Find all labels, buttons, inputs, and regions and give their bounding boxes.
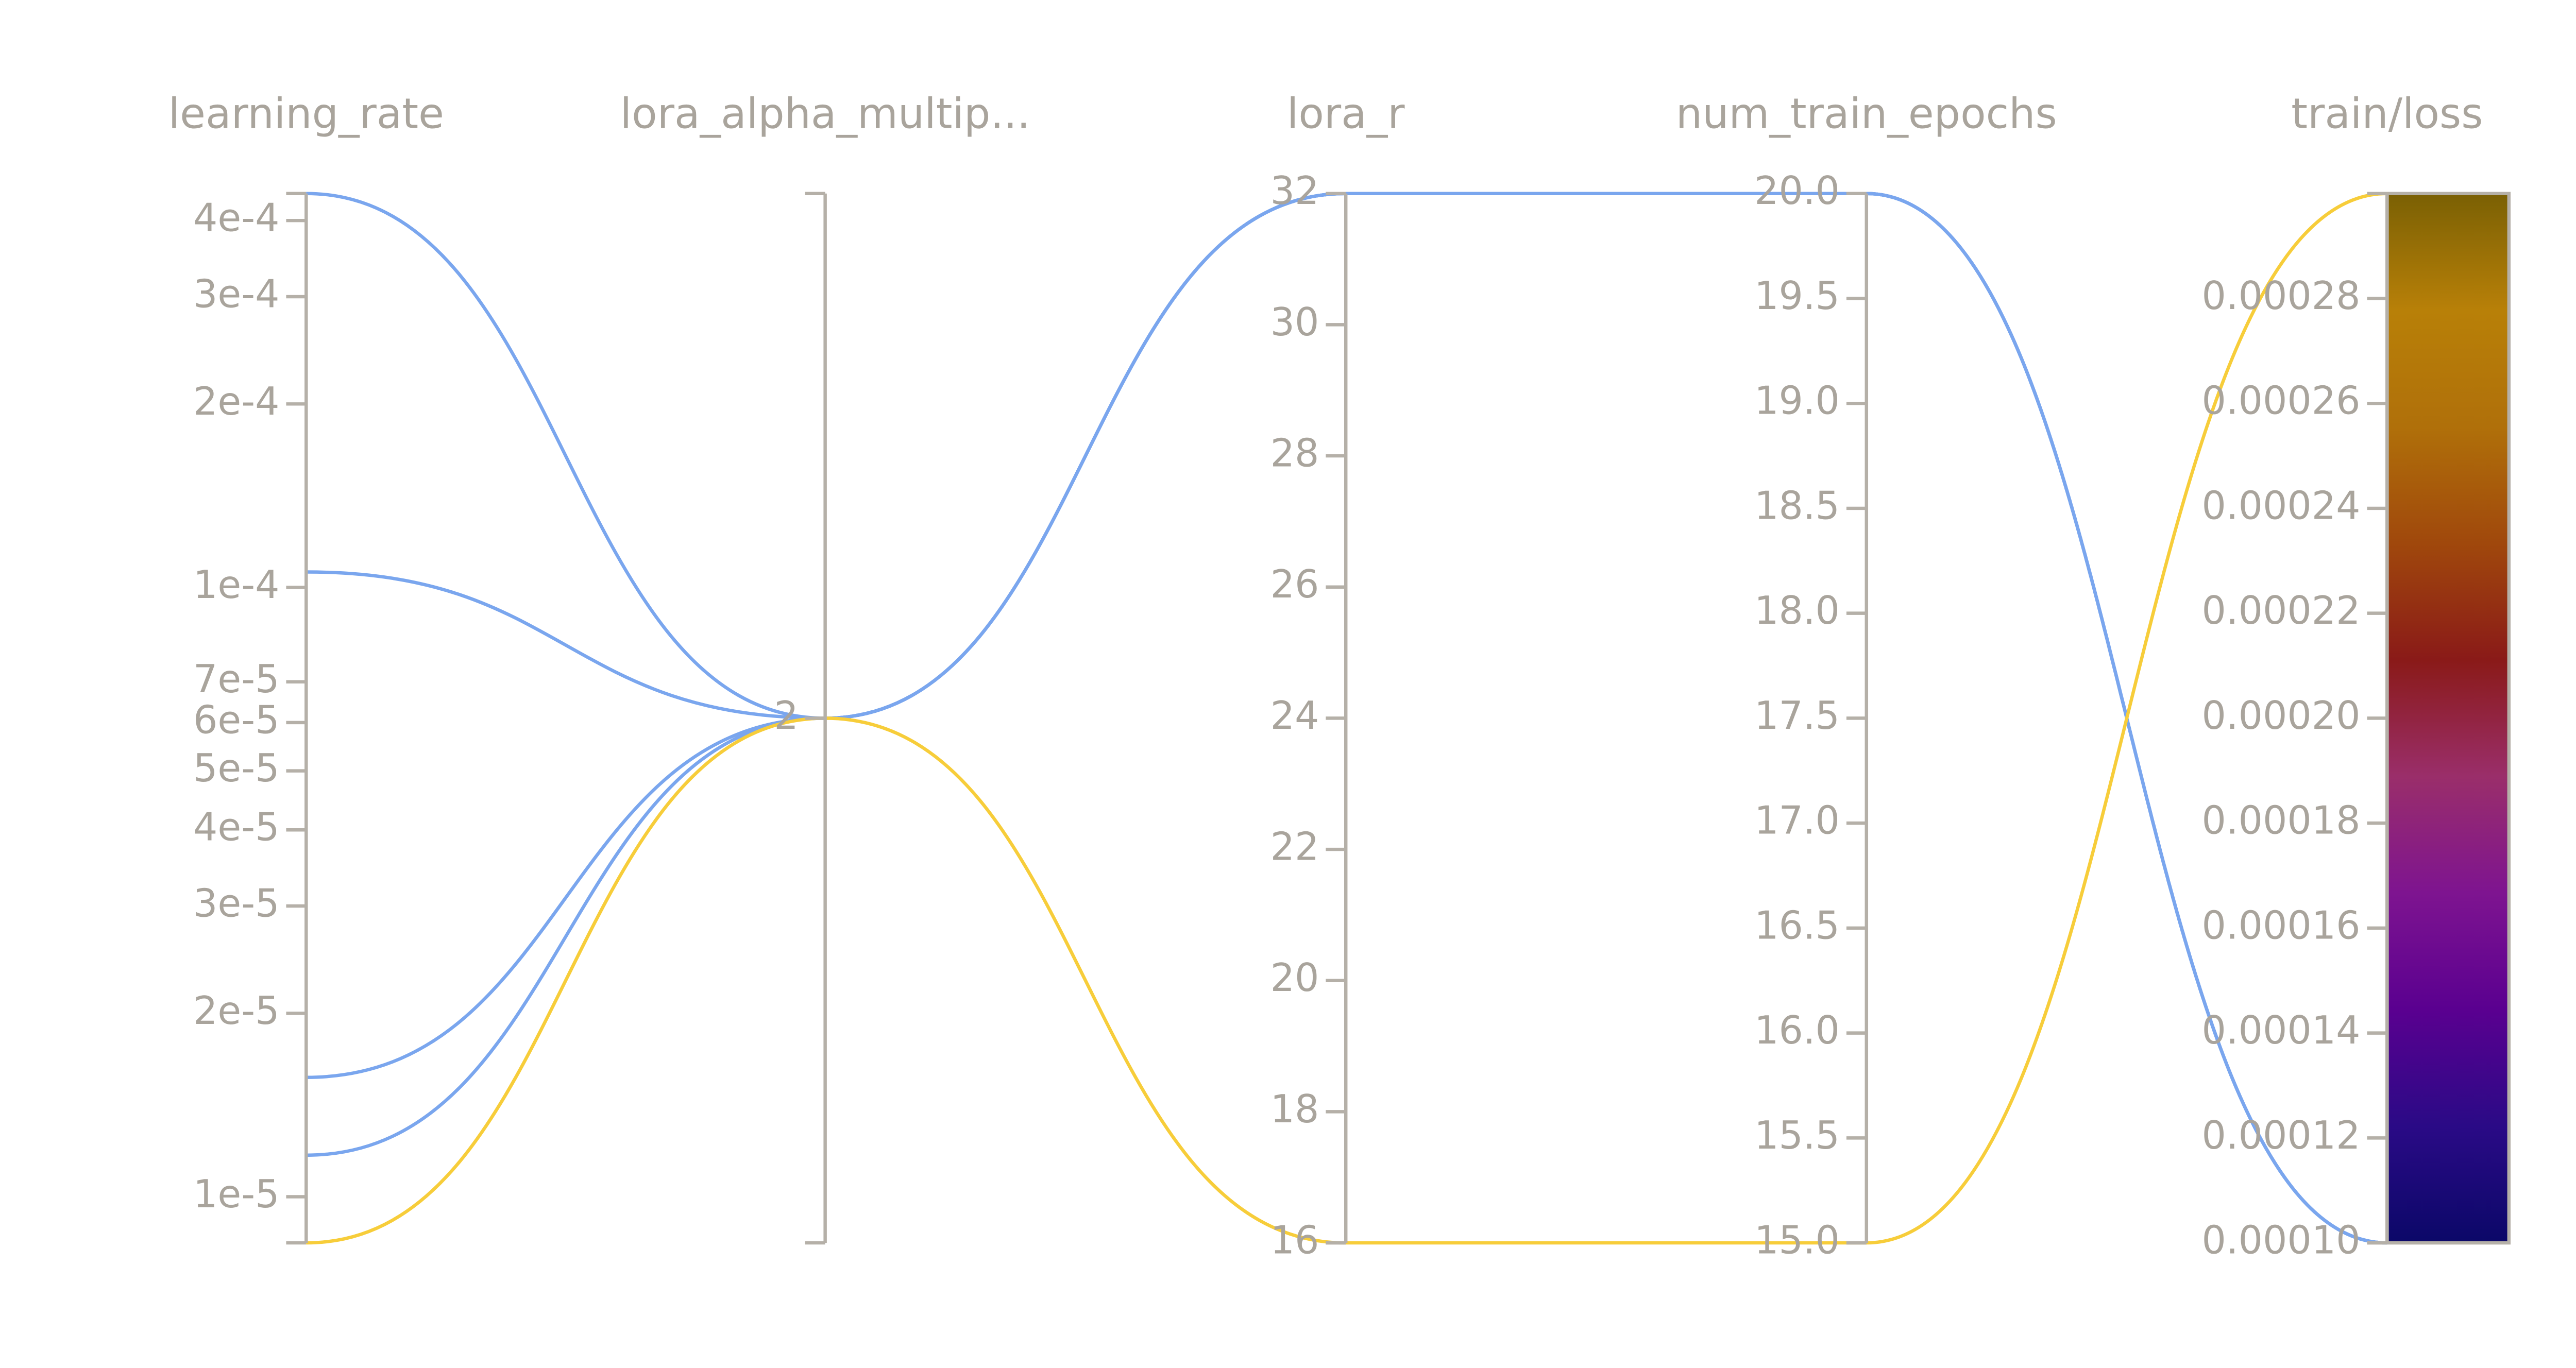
tick-label: 20.0	[1754, 168, 1840, 213]
tick-label: 18.5	[1754, 483, 1840, 528]
tick-label: 17.0	[1754, 798, 1840, 843]
axis-title: learning_rate	[168, 90, 444, 139]
axis-title: train/loss	[2291, 90, 2483, 139]
tick-label: 22	[1270, 825, 1319, 869]
tick-label: 15.5	[1754, 1113, 1840, 1158]
tick-label: 0.00018	[2202, 798, 2361, 843]
tick-label: 0.00012	[2202, 1113, 2361, 1158]
tick-label: 0.00016	[2202, 903, 2361, 948]
tick-label: 20	[1270, 955, 1319, 1000]
tick-label: 0.00022	[2202, 588, 2361, 633]
tick-label: 28	[1270, 431, 1319, 476]
tick-label: 2e-5	[193, 988, 279, 1033]
tick-label: 1e-5	[193, 1172, 279, 1217]
tick-label: 0.00010	[2202, 1218, 2361, 1263]
tick-label: 0.00028	[2202, 273, 2361, 318]
tick-label: 16.0	[1754, 1008, 1840, 1053]
tick-label: 3e-5	[193, 881, 279, 926]
axis-title: num_train_epochs	[1676, 90, 2057, 139]
tick-label: 0.00020	[2202, 693, 2361, 738]
tick-label: 6e-5	[193, 697, 279, 742]
axis-title: lora_r	[1287, 90, 1405, 139]
tick-label: 3e-4	[193, 271, 279, 316]
tick-label: 16.5	[1754, 903, 1840, 948]
tick-label: 1e-4	[193, 562, 279, 607]
tick-label: 15.0	[1754, 1218, 1840, 1263]
tick-label: 5e-5	[193, 746, 279, 791]
tick-label: 0.00026	[2202, 379, 2361, 423]
tick-label: 4e-4	[193, 196, 279, 241]
tick-label: 2e-4	[193, 379, 279, 424]
tick-label: 24	[1270, 693, 1319, 738]
tick-label: 18.0	[1754, 588, 1840, 633]
tick-label: 26	[1270, 562, 1319, 607]
colorbar	[2385, 192, 2511, 1245]
axis-title: lora_alpha_multip...	[620, 90, 1030, 139]
tick-label: 0.00024	[2202, 483, 2361, 528]
tick-label: 0.00014	[2202, 1008, 2361, 1053]
tick-label: 18	[1270, 1087, 1319, 1132]
tick-label: 30	[1270, 300, 1319, 345]
tick-label: 2	[774, 693, 798, 738]
tick-label: 4e-5	[193, 805, 279, 850]
tick-label: 19.0	[1754, 379, 1840, 423]
tick-label: 19.5	[1754, 273, 1840, 318]
tick-label: 32	[1270, 168, 1319, 213]
tick-label: 17.5	[1754, 693, 1840, 738]
tick-label: 7e-5	[193, 657, 279, 702]
tick-label: 16	[1270, 1218, 1319, 1263]
